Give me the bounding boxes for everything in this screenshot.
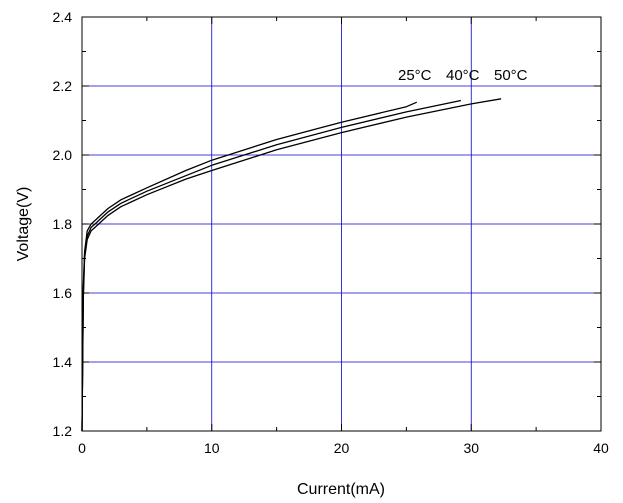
series-line-25c [81, 101, 418, 432]
y-tick-label: 1.8 [53, 216, 73, 232]
y-tick-label: 2.2 [53, 78, 73, 94]
x-tick-label: 0 [78, 440, 86, 456]
series-label-40c: 40°C [446, 67, 480, 84]
series-labels: 25°C 40°C 50°C [398, 67, 528, 84]
x-tick-label: 40 [593, 440, 609, 456]
axis-ticks: 0 10 20 30 40 1.2 1.4 1.6 1.8 2.0 2.2 2.4 [53, 9, 609, 456]
series-label-50c: 50°C [494, 67, 528, 84]
y-tick-label: 2.4 [53, 9, 73, 25]
y-tick-label: 2.0 [53, 147, 73, 163]
y-axis-title: Voltage(V) [15, 187, 32, 262]
series-line-40c [81, 99, 462, 432]
y-tick-label: 1.2 [53, 423, 73, 439]
x-tick-label: 30 [463, 440, 479, 456]
series-line-50c [81, 98, 502, 432]
y-tick-label: 1.4 [53, 354, 73, 370]
x-tick-label: 20 [334, 440, 350, 456]
x-tick-label: 10 [204, 440, 220, 456]
series-lines [81, 98, 502, 432]
series-label-25c: 25°C [398, 67, 432, 84]
grid-lines [82, 17, 601, 431]
x-axis-title: Current(mA) [297, 481, 385, 498]
y-tick-label: 1.6 [53, 285, 73, 301]
